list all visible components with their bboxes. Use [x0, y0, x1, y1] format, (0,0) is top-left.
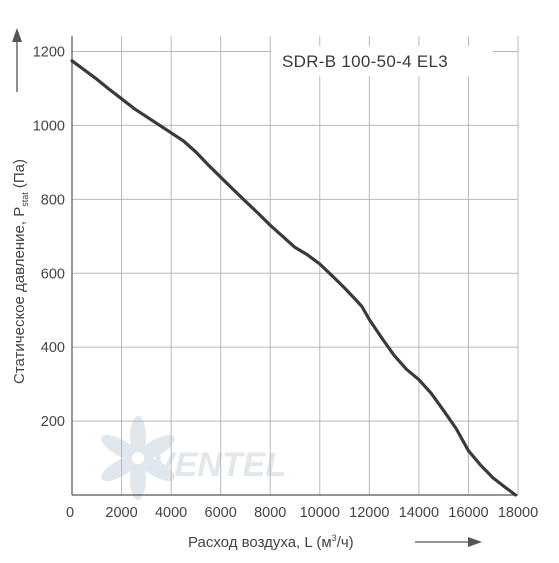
y-tick-label: 400 [41, 340, 65, 356]
model-label: SDR-B 100-50-4 EL3 [282, 52, 448, 71]
y-tick-label: 200 [41, 414, 65, 430]
watermark-text: VENTEL [152, 446, 286, 484]
x-tick-label: 4000 [155, 505, 187, 521]
y-tick-label: 1200 [33, 45, 65, 61]
x-tick-label: 16000 [448, 505, 488, 521]
y-axis-arrow [12, 28, 22, 92]
y-tick-label: 600 [41, 266, 65, 282]
x-axis-arrow [415, 537, 482, 547]
series-line [70, 59, 518, 497]
x-tick-label: 2000 [105, 505, 137, 521]
y-tick-label: 1000 [33, 118, 65, 134]
x-tick-label: 0 [66, 505, 74, 521]
x-axis-title: Расход воздуха, L (м3/ч) [188, 533, 354, 551]
x-tick-label: 6000 [205, 505, 237, 521]
y-tick-label: 800 [41, 192, 65, 208]
x-tick-label: 14000 [399, 505, 439, 521]
watermark-logo: VENTEL [101, 416, 286, 500]
model-label-box [271, 46, 493, 76]
x-tick-label: 12000 [349, 505, 389, 521]
x-tick-label: 18000 [498, 505, 538, 521]
tick-labels: 0 2000 4000 6000 8000 10000 12000 14000 16000 180… [33, 45, 538, 521]
y-axis-title: Статическое давление, Pstat (Па) [11, 159, 30, 384]
x-tick-label: 8000 [254, 505, 286, 521]
x-tick-label: 10000 [300, 505, 340, 521]
